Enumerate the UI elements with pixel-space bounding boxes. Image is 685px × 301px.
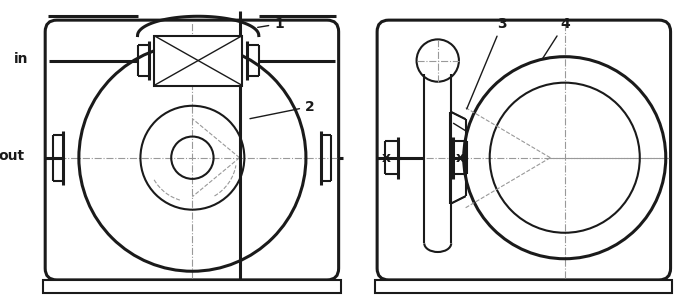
Bar (375, 280, 673, 293)
Text: 4: 4 (543, 17, 570, 59)
Bar (43, 280, 340, 293)
FancyBboxPatch shape (45, 20, 338, 280)
Bar (154, 36, 242, 85)
Text: in: in (14, 51, 28, 66)
Text: 2: 2 (250, 100, 314, 119)
Text: 3: 3 (466, 17, 507, 109)
Text: 1: 1 (258, 17, 284, 31)
Text: x: x (456, 151, 464, 165)
Text: x: x (382, 151, 391, 165)
FancyBboxPatch shape (377, 20, 671, 280)
Text: out: out (0, 149, 24, 163)
